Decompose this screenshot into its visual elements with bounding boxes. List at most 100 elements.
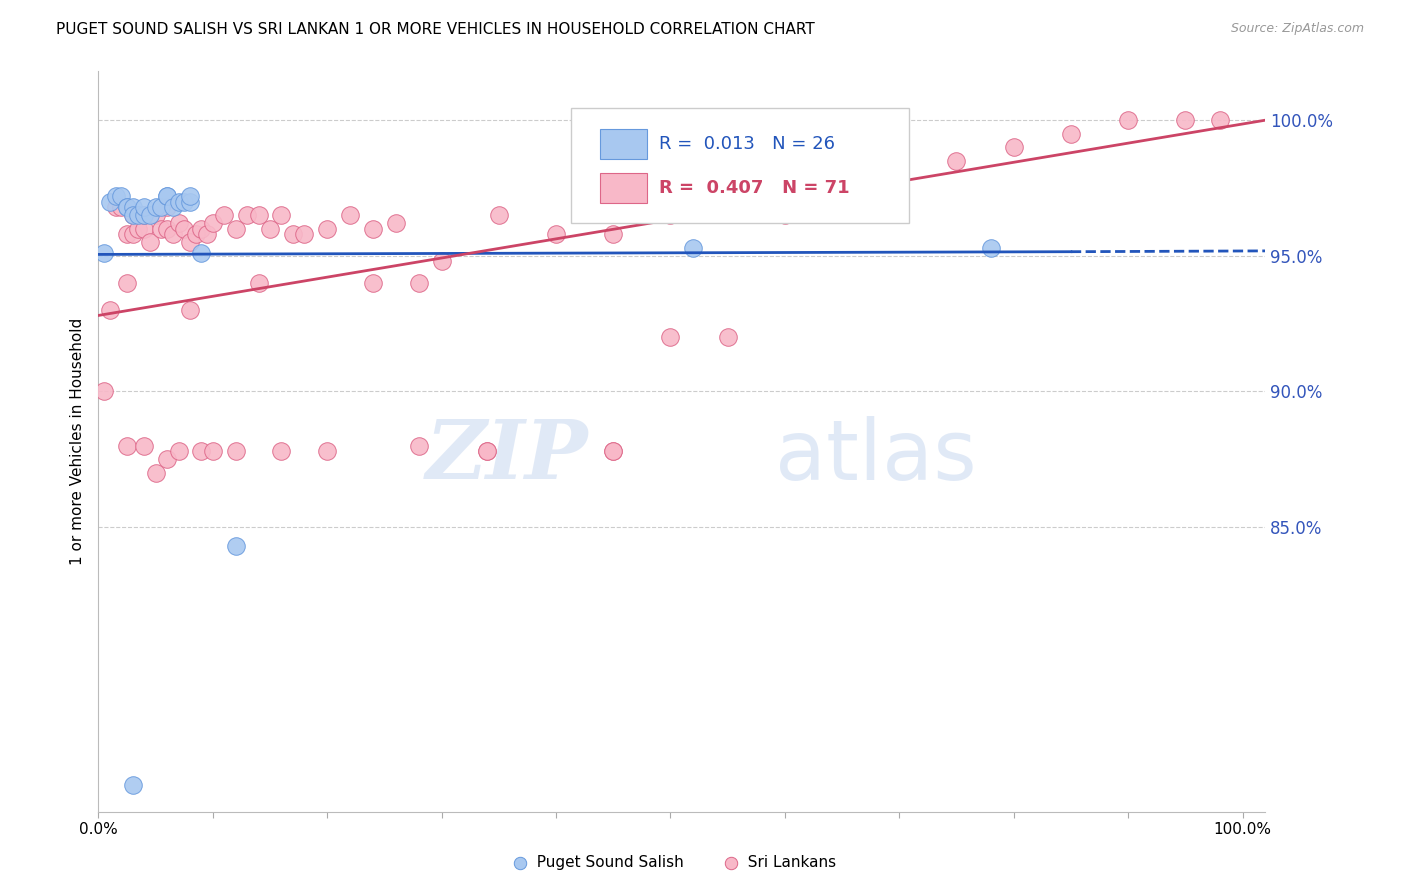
- Text: Source: ZipAtlas.com: Source: ZipAtlas.com: [1230, 22, 1364, 36]
- Point: [115, 200, 138, 214]
- Point: [156, 189, 179, 203]
- Text: R =  0.407   N = 71: R = 0.407 N = 71: [658, 178, 849, 197]
- Point: [134, 208, 156, 222]
- Point: [162, 200, 184, 214]
- Point: [93, 246, 115, 260]
- Text: Sri Lankans: Sri Lankans: [738, 855, 837, 870]
- Point: [93, 384, 115, 399]
- Point: [121, 227, 143, 241]
- Point: [184, 227, 207, 241]
- Point: [225, 539, 247, 553]
- Point: [270, 208, 292, 222]
- Point: [179, 235, 201, 250]
- Point: [173, 221, 195, 235]
- Point: [1174, 113, 1197, 128]
- Point: [945, 153, 967, 168]
- Point: [190, 246, 212, 260]
- Point: [167, 216, 190, 230]
- Point: [292, 227, 315, 241]
- Point: [179, 189, 201, 203]
- Point: [167, 444, 190, 458]
- Point: [602, 444, 624, 458]
- Point: [361, 276, 384, 290]
- Point: [281, 227, 304, 241]
- Point: [773, 208, 796, 222]
- Point: [316, 221, 339, 235]
- Point: [121, 200, 143, 214]
- Point: [477, 444, 499, 458]
- Point: [150, 200, 173, 214]
- Point: [201, 216, 224, 230]
- Point: [1116, 113, 1139, 128]
- Text: PUGET SOUND SALISH VS SRI LANKAN 1 OR MORE VEHICLES IN HOUSEHOLD CORRELATION CHA: PUGET SOUND SALISH VS SRI LANKAN 1 OR MO…: [56, 22, 815, 37]
- Point: [121, 208, 143, 222]
- Point: [115, 276, 138, 290]
- Point: [602, 227, 624, 241]
- Point: [98, 194, 121, 209]
- Point: [430, 254, 453, 268]
- Point: [385, 216, 408, 230]
- Point: [115, 227, 138, 241]
- Point: [156, 200, 179, 214]
- Point: [150, 221, 173, 235]
- Point: [179, 303, 201, 318]
- Point: [361, 221, 384, 235]
- Point: [162, 227, 184, 241]
- Point: [115, 439, 138, 453]
- Point: [316, 444, 339, 458]
- Point: [134, 208, 156, 222]
- Point: [259, 221, 281, 235]
- FancyBboxPatch shape: [571, 108, 910, 223]
- Point: [156, 452, 179, 467]
- Point: [270, 444, 292, 458]
- Text: ZIP: ZIP: [426, 417, 589, 496]
- Point: [134, 439, 156, 453]
- Point: [602, 444, 624, 458]
- Point: [156, 221, 179, 235]
- Point: [1060, 127, 1083, 141]
- Point: [115, 200, 138, 214]
- Point: [225, 444, 247, 458]
- Point: [104, 189, 127, 203]
- Point: [339, 208, 361, 222]
- Point: [110, 189, 132, 203]
- Point: [110, 200, 132, 214]
- Point: [104, 200, 127, 214]
- Point: [1002, 140, 1025, 154]
- Point: [225, 221, 247, 235]
- Point: [145, 200, 167, 214]
- Point: [477, 444, 499, 458]
- Point: [127, 208, 149, 222]
- Point: [214, 208, 236, 222]
- Point: [139, 235, 162, 250]
- Point: [145, 208, 167, 222]
- Point: [659, 330, 682, 344]
- Point: [831, 189, 853, 203]
- Point: [889, 173, 911, 187]
- Point: [145, 466, 167, 480]
- Point: [980, 241, 1002, 255]
- Point: [544, 227, 567, 241]
- Y-axis label: 1 or more Vehicles in Household: 1 or more Vehicles in Household: [69, 318, 84, 566]
- Point: [127, 221, 149, 235]
- Bar: [600, 173, 647, 202]
- Point: [201, 444, 224, 458]
- Point: [682, 241, 704, 255]
- Point: [247, 276, 270, 290]
- Point: [98, 303, 121, 318]
- Point: [134, 200, 156, 214]
- Text: R =  0.013   N = 26: R = 0.013 N = 26: [658, 135, 835, 153]
- Point: [1208, 113, 1230, 128]
- Point: [195, 227, 218, 241]
- Point: [408, 276, 430, 290]
- Point: [134, 221, 156, 235]
- Point: [121, 208, 143, 222]
- Bar: [600, 128, 647, 159]
- Point: [121, 778, 143, 792]
- Point: [179, 194, 201, 209]
- Point: [659, 208, 682, 222]
- Point: [139, 208, 162, 222]
- Point: [247, 208, 270, 222]
- Point: [167, 194, 190, 209]
- Point: [408, 439, 430, 453]
